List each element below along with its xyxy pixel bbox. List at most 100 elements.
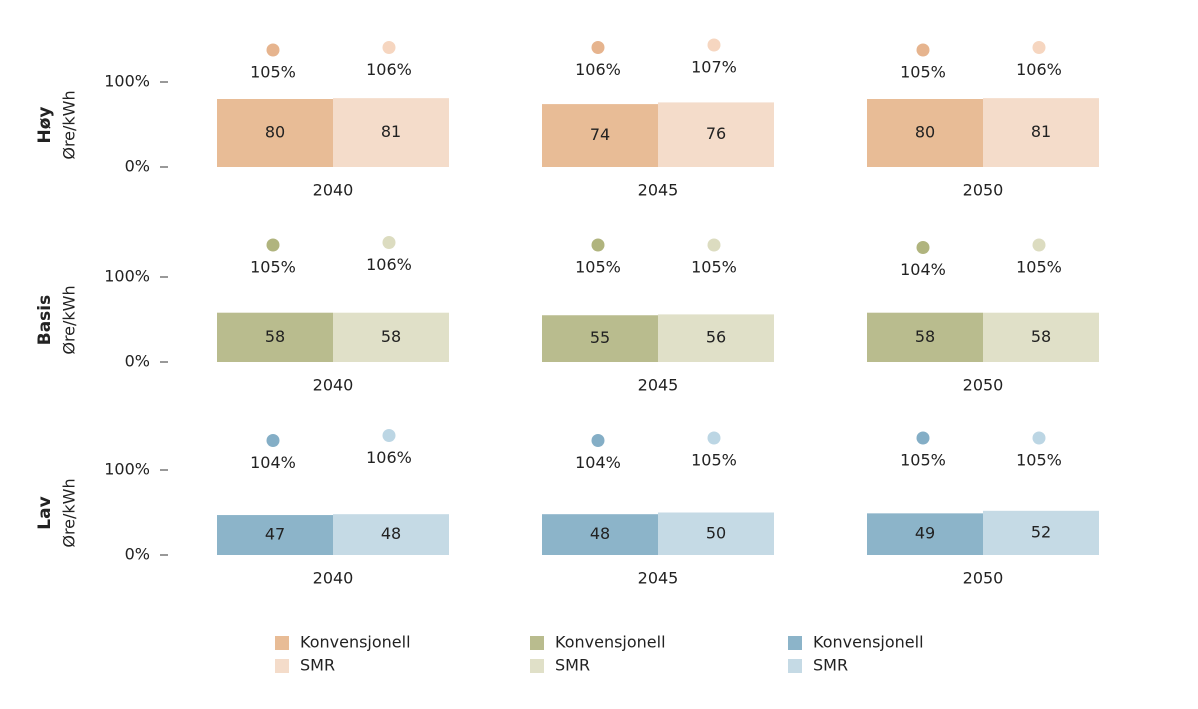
point (916, 43, 930, 57)
bar (217, 515, 333, 555)
bar (542, 104, 658, 167)
bar-value-label: 58 (1031, 327, 1051, 346)
bar-value-label: 80 (265, 123, 285, 142)
bar-value-label: 55 (590, 328, 610, 347)
point (382, 41, 396, 54)
bar-value-label: 52 (1031, 522, 1051, 541)
point (591, 41, 605, 54)
panel-title: Basis (35, 295, 55, 346)
point-label: 105% (691, 451, 737, 470)
y-tick-label: 100% (104, 460, 150, 479)
bar-value-label: 48 (381, 524, 401, 543)
panel-title: Lav (35, 496, 55, 529)
bar (217, 99, 333, 167)
legend-swatch (275, 659, 289, 673)
point-label: 105% (1016, 451, 1062, 470)
legend-swatch (788, 659, 802, 673)
y-tick-label: 0% (125, 352, 150, 371)
point (382, 429, 396, 442)
legend-swatch (275, 636, 289, 650)
y-axis-label: Øre/kWh (60, 90, 79, 159)
y-axis-label: Øre/kWh (60, 285, 79, 354)
bar (983, 312, 1099, 362)
x-tick-label: 2045 (638, 569, 679, 588)
point-label: 105% (691, 258, 737, 277)
legend-swatch (530, 659, 544, 673)
point-label: 105% (900, 63, 946, 82)
x-tick-label: 2050 (963, 376, 1004, 395)
bar (983, 510, 1099, 555)
bar-value-label: 48 (590, 524, 610, 543)
x-tick-label: 2040 (313, 569, 354, 588)
legend-label: SMR (300, 656, 335, 675)
y-axis-label: Øre/kWh (60, 478, 79, 547)
point-label: 106% (575, 60, 621, 79)
bar-value-label: 81 (381, 122, 401, 141)
bar (867, 312, 983, 362)
bar-value-label: 56 (706, 328, 726, 347)
bar (658, 314, 774, 362)
bar (333, 312, 449, 362)
bar (867, 513, 983, 555)
point-label: 107% (691, 58, 737, 77)
point (591, 434, 605, 447)
bar (542, 315, 658, 362)
legend-swatch (788, 636, 802, 650)
bar-value-label: 81 (1031, 122, 1051, 141)
point-label: 105% (250, 63, 296, 82)
point (707, 238, 721, 252)
legend-label: Konvensjonell (300, 633, 411, 652)
panel-title: Høy (35, 107, 55, 144)
point-label: 106% (366, 255, 412, 274)
point (266, 238, 280, 252)
x-tick-label: 2040 (313, 181, 354, 200)
bar (867, 99, 983, 167)
y-tick-label: 100% (104, 267, 150, 286)
x-tick-label: 2045 (638, 181, 679, 200)
bar-value-label: 49 (915, 524, 935, 543)
point (266, 43, 280, 57)
legend-label: Konvensjonell (813, 633, 924, 652)
bar (217, 312, 333, 362)
legend-label: Konvensjonell (555, 633, 666, 652)
point (916, 241, 930, 254)
y-tick-label: 0% (125, 157, 150, 176)
x-tick-label: 2050 (963, 569, 1004, 588)
x-tick-label: 2040 (313, 376, 354, 395)
point (707, 38, 721, 52)
point (916, 431, 930, 445)
y-tick-label: 0% (125, 545, 150, 564)
bar-value-label: 76 (706, 124, 726, 143)
x-tick-label: 2045 (638, 376, 679, 395)
point (707, 431, 721, 445)
bar (333, 514, 449, 555)
point-label: 105% (575, 258, 621, 277)
point-label: 105% (900, 451, 946, 470)
point-label: 104% (900, 260, 946, 279)
x-tick-label: 2050 (963, 181, 1004, 200)
bar-value-label: 47 (265, 525, 285, 544)
bar-value-label: 74 (590, 125, 610, 144)
bar (658, 102, 774, 167)
legend-swatch (530, 636, 544, 650)
bar-value-label: 80 (915, 123, 935, 142)
bar (333, 98, 449, 167)
point (1032, 41, 1046, 54)
point-label: 104% (250, 453, 296, 472)
legend-label: SMR (813, 656, 848, 675)
point-label: 104% (575, 453, 621, 472)
point (382, 236, 396, 249)
point-label: 106% (1016, 60, 1062, 79)
bar (983, 98, 1099, 167)
bar-value-label: 58 (381, 327, 401, 346)
point-label: 106% (366, 60, 412, 79)
point-label: 105% (250, 258, 296, 277)
point (1032, 238, 1046, 252)
bar-value-label: 58 (915, 327, 935, 346)
point (266, 434, 280, 447)
bar-value-label: 50 (706, 523, 726, 542)
point (591, 238, 605, 252)
point-label: 105% (1016, 258, 1062, 277)
